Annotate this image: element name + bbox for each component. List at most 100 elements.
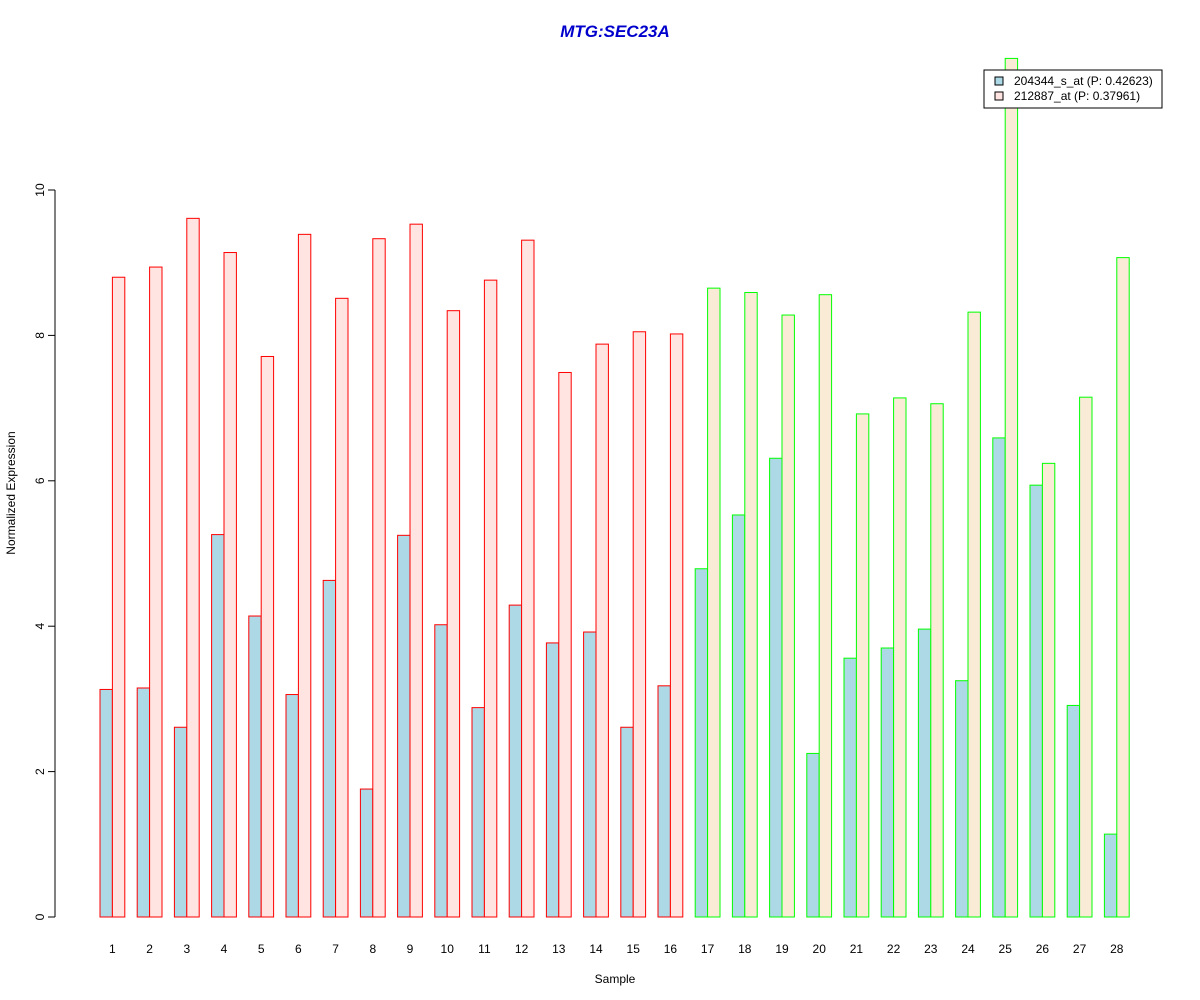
bar-series-2-sample-21 (855, 413, 870, 918)
bar-series-1-sample-17 (694, 568, 709, 918)
bar-series-2-sample-13 (558, 371, 572, 918)
y-tick-label: 10 (33, 183, 47, 197)
x-tick-label: 22 (887, 942, 901, 956)
bar-series-1-sample-3 (173, 726, 188, 918)
x-tick-label: 13 (552, 942, 566, 956)
bar-series-2-sample-7 (335, 297, 349, 918)
bar-series-1-sample-24 (955, 680, 969, 918)
bar-series-2-sample-28 (1116, 257, 1130, 918)
bar-series-2-sample-9 (409, 223, 423, 918)
bar-series-2-sample-25 (1004, 57, 1019, 918)
bar-series-1-sample-28 (1103, 833, 1118, 918)
legend: 204344_s_at (P: 0.42623) 212887_at (P: 0… (983, 69, 1163, 109)
bar-series-1-sample-15 (620, 726, 634, 918)
bar-series-1-sample-23 (917, 628, 932, 918)
bar-series-2-sample-14 (595, 343, 609, 918)
x-tick-label: 21 (850, 942, 864, 956)
bar-series-2-sample-19 (781, 314, 795, 918)
x-tick-label: 6 (295, 942, 302, 956)
x-tick-label: 1 (109, 942, 116, 956)
bar-series-1-sample-13 (545, 642, 560, 918)
x-tick-label: 3 (183, 942, 190, 956)
bar-series-2-sample-20 (818, 294, 833, 918)
bar-series-2-sample-4 (223, 252, 237, 918)
bar-series-1-sample-20 (806, 752, 820, 918)
bar-series (99, 57, 1130, 918)
bar-series-2-sample-24 (967, 311, 981, 918)
legend-label-series-1: 204344_s_at (P: 0.42623) (1014, 74, 1153, 88)
bar-series-2-sample-15 (632, 331, 647, 918)
y-axis-ticks: 0 2 4 6 8 10 (33, 183, 55, 920)
x-tick-label: 17 (701, 942, 715, 956)
bar-series-1-sample-7 (322, 579, 337, 918)
legend-swatch-series-2 (994, 91, 1004, 101)
bar-series-2-sample-6 (297, 233, 312, 918)
x-tick-label: 11 (478, 942, 491, 956)
x-tick-label: 12 (515, 942, 529, 956)
x-tick-label: 28 (1110, 942, 1124, 956)
bar-series-2-sample-16 (669, 333, 684, 918)
bar-series-2-sample-11 (483, 279, 498, 918)
bar-series-2-sample-12 (521, 239, 535, 918)
x-tick-labels: 1 2 3 4 5 6 7 8 9 10 11 12 13 14 15 16 17 18 19 20 21 22 23 24 2… (109, 942, 1124, 956)
x-tick-label: 24 (961, 942, 975, 956)
x-tick-label: 8 (369, 942, 376, 956)
x-tick-label: 27 (1073, 942, 1087, 956)
x-tick-label: 19 (775, 942, 789, 956)
bar-series-1-sample-14 (583, 631, 597, 918)
legend-box (983, 69, 1163, 109)
bar-series-2-sample-18 (744, 292, 758, 918)
bar-series-1-sample-8 (359, 788, 374, 918)
x-tick-label: 4 (221, 942, 228, 956)
y-tick-label: 6 (33, 477, 47, 484)
x-tick-label: 5 (258, 942, 265, 956)
bar-series-1-sample-4 (211, 534, 225, 918)
x-axis-label: Sample (595, 972, 636, 986)
y-tick-label: 2 (33, 768, 47, 775)
bar-series-2-sample-22 (893, 397, 907, 918)
bar-series-1-sample-22 (880, 647, 895, 918)
x-tick-label: 9 (407, 942, 414, 956)
bar-series-2-sample-3 (186, 217, 200, 918)
bar-series-1-sample-2 (136, 687, 151, 918)
bar-series-1-sample-21 (843, 657, 857, 918)
bar-series-2-sample-27 (1079, 396, 1093, 918)
bar-series-1-sample-6 (285, 694, 299, 918)
x-tick-label: 18 (738, 942, 752, 956)
legend-swatch-series-1 (994, 76, 1004, 86)
x-tick-label: 15 (627, 942, 641, 956)
y-tick-label: 8 (33, 332, 47, 339)
bar-series-2-sample-17 (707, 287, 721, 918)
x-tick-label: 26 (1036, 942, 1050, 956)
x-tick-label: 14 (589, 942, 603, 956)
x-tick-label: 16 (664, 942, 678, 956)
y-tick-label: 4 (33, 623, 47, 630)
bar-series-2-sample-2 (149, 266, 163, 918)
y-tick-label: 0 (33, 913, 47, 920)
x-tick-label: 20 (813, 942, 827, 956)
bar-series-1-sample-11 (471, 707, 485, 918)
chart-title: MTG:SEC23A (560, 22, 670, 41)
bar-series-1-sample-9 (397, 534, 411, 918)
bar-series-1-sample-18 (731, 514, 746, 918)
bar-series-1-sample-1 (99, 688, 113, 918)
bar-series-1-sample-5 (248, 615, 262, 918)
x-tick-label: 23 (924, 942, 938, 956)
bar-series-1-sample-16 (657, 685, 671, 918)
x-tick-label: 10 (441, 942, 455, 956)
bar-series-2-sample-26 (1041, 462, 1056, 918)
bar-series-2-sample-23 (930, 403, 944, 918)
y-axis-label: Normalized Expression (4, 431, 18, 554)
bar-series-2-sample-1 (111, 276, 126, 918)
bar-series-2-sample-10 (446, 310, 461, 918)
bar-series-1-sample-12 (508, 604, 523, 918)
bar-series-2-sample-5 (260, 355, 275, 918)
bar-series-2-sample-8 (372, 238, 386, 918)
bar-series-1-sample-19 (769, 457, 783, 918)
x-tick-label: 25 (999, 942, 1013, 956)
bar-series-1-sample-27 (1066, 704, 1081, 918)
x-tick-label: 2 (146, 942, 153, 956)
x-tick-label: 7 (332, 942, 339, 956)
bar-series-1-sample-26 (1029, 484, 1043, 918)
